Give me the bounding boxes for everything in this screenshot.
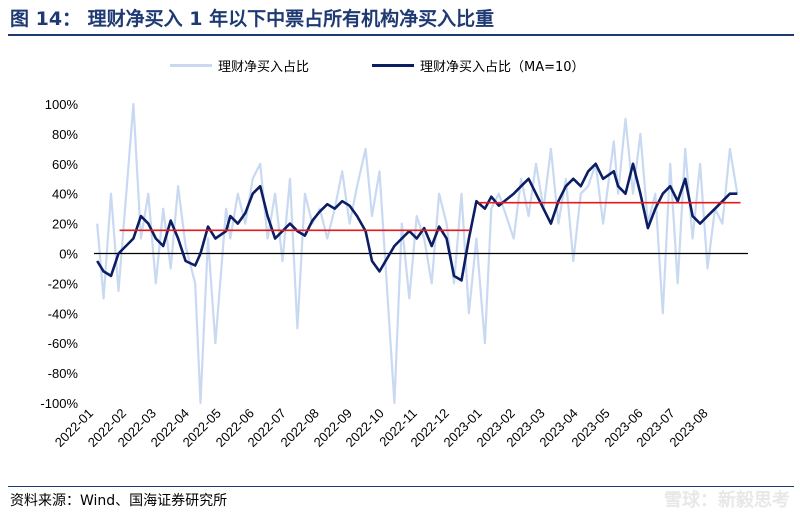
watermark: 雪球：新毅思考 — [664, 490, 790, 511]
series-line-raw — [96, 102, 739, 405]
legend-swatch-raw — [170, 64, 212, 67]
y-tick-label: -60% — [48, 336, 79, 351]
y-tick-label: -80% — [48, 366, 79, 381]
y-tick-label: 20% — [52, 217, 78, 232]
title-rule — [8, 34, 794, 36]
figure-title: 图 14： 理财净买入 1 年以下中票占所有机构净买入比重 — [10, 8, 495, 30]
y-tick-label: -20% — [48, 276, 79, 291]
chart-legend: 理财净买入占比 理财净买入占比（MA=10） — [0, 56, 800, 76]
footer-rule — [8, 486, 794, 487]
legend-swatch-ma — [372, 64, 414, 67]
y-tick-label: -40% — [48, 306, 79, 321]
legend-label-raw: 理财净买入占比 — [218, 60, 310, 75]
y-tick-label: 0% — [59, 247, 78, 262]
legend-item-ma: 理财净买入占比（MA=10） — [372, 56, 585, 75]
y-tick-label: -100% — [40, 396, 78, 411]
legend-item-raw: 理财净买入占比 — [170, 56, 309, 75]
y-tick-label: 100% — [45, 97, 79, 112]
y-tick-label: 60% — [52, 157, 78, 172]
legend-label-ma: 理财净买入占比（MA=10） — [420, 60, 585, 75]
source-note: 资料来源：Wind、国海证券研究所 — [10, 493, 228, 509]
y-tick-label: 40% — [52, 187, 78, 202]
y-tick-label: 80% — [52, 127, 78, 142]
